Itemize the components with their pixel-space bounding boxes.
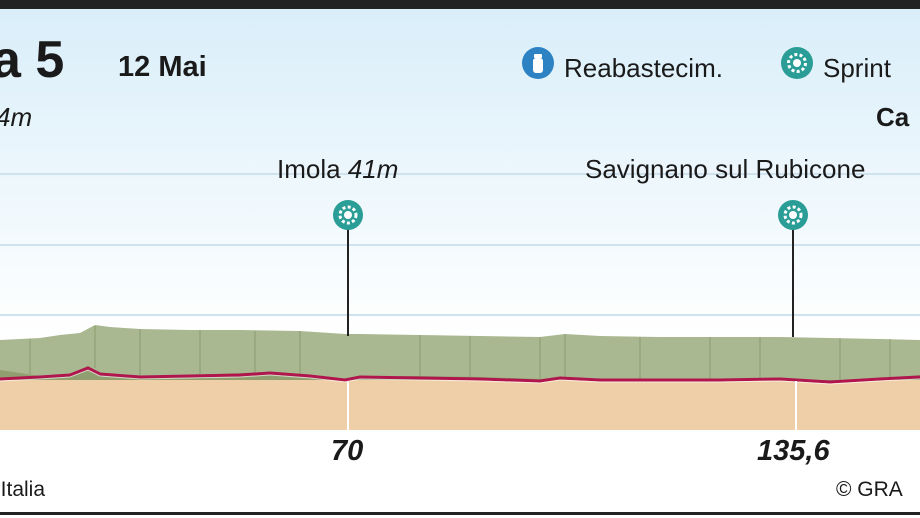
- route-line: [0, 366, 920, 384]
- stage-title: a 5: [0, 31, 65, 89]
- sprint-gear-icon: [781, 47, 813, 79]
- waypoint-name: Imola: [277, 154, 341, 184]
- top-border: [0, 0, 920, 9]
- km-label: 70: [331, 435, 364, 467]
- km-label: 135,6: [757, 435, 830, 467]
- terrain-texture: [29, 326, 891, 380]
- terrain-top-face: [0, 325, 920, 380]
- source-credit: ’Italia: [0, 478, 46, 501]
- copyright-credit: © GRA: [836, 478, 903, 501]
- sprint-gear-icon: [333, 200, 363, 230]
- sprint-gear-icon: [778, 200, 808, 230]
- bottom-rule: [0, 512, 920, 515]
- waypoint-label-savignano: Savignano sul Rubicone: [585, 153, 865, 185]
- stage-date: 12 Mai: [118, 51, 207, 83]
- footer-area: [0, 430, 920, 512]
- waypoint-label-imola: Imola 41m: [277, 153, 398, 185]
- waypoint-altitude: 41m: [347, 154, 399, 184]
- ground-band: [0, 380, 920, 430]
- gridlines: [0, 173, 920, 316]
- water-bottle-icon: [522, 47, 554, 79]
- waypoint-name: Savignano sul Rubicone: [585, 154, 866, 184]
- legend-supply-label: Reabastecim.: [564, 53, 723, 83]
- finish-name: Ca: [876, 102, 910, 132]
- start-altitude: 4m: [0, 102, 33, 132]
- legend-sprint-label: Sprint: [823, 53, 891, 83]
